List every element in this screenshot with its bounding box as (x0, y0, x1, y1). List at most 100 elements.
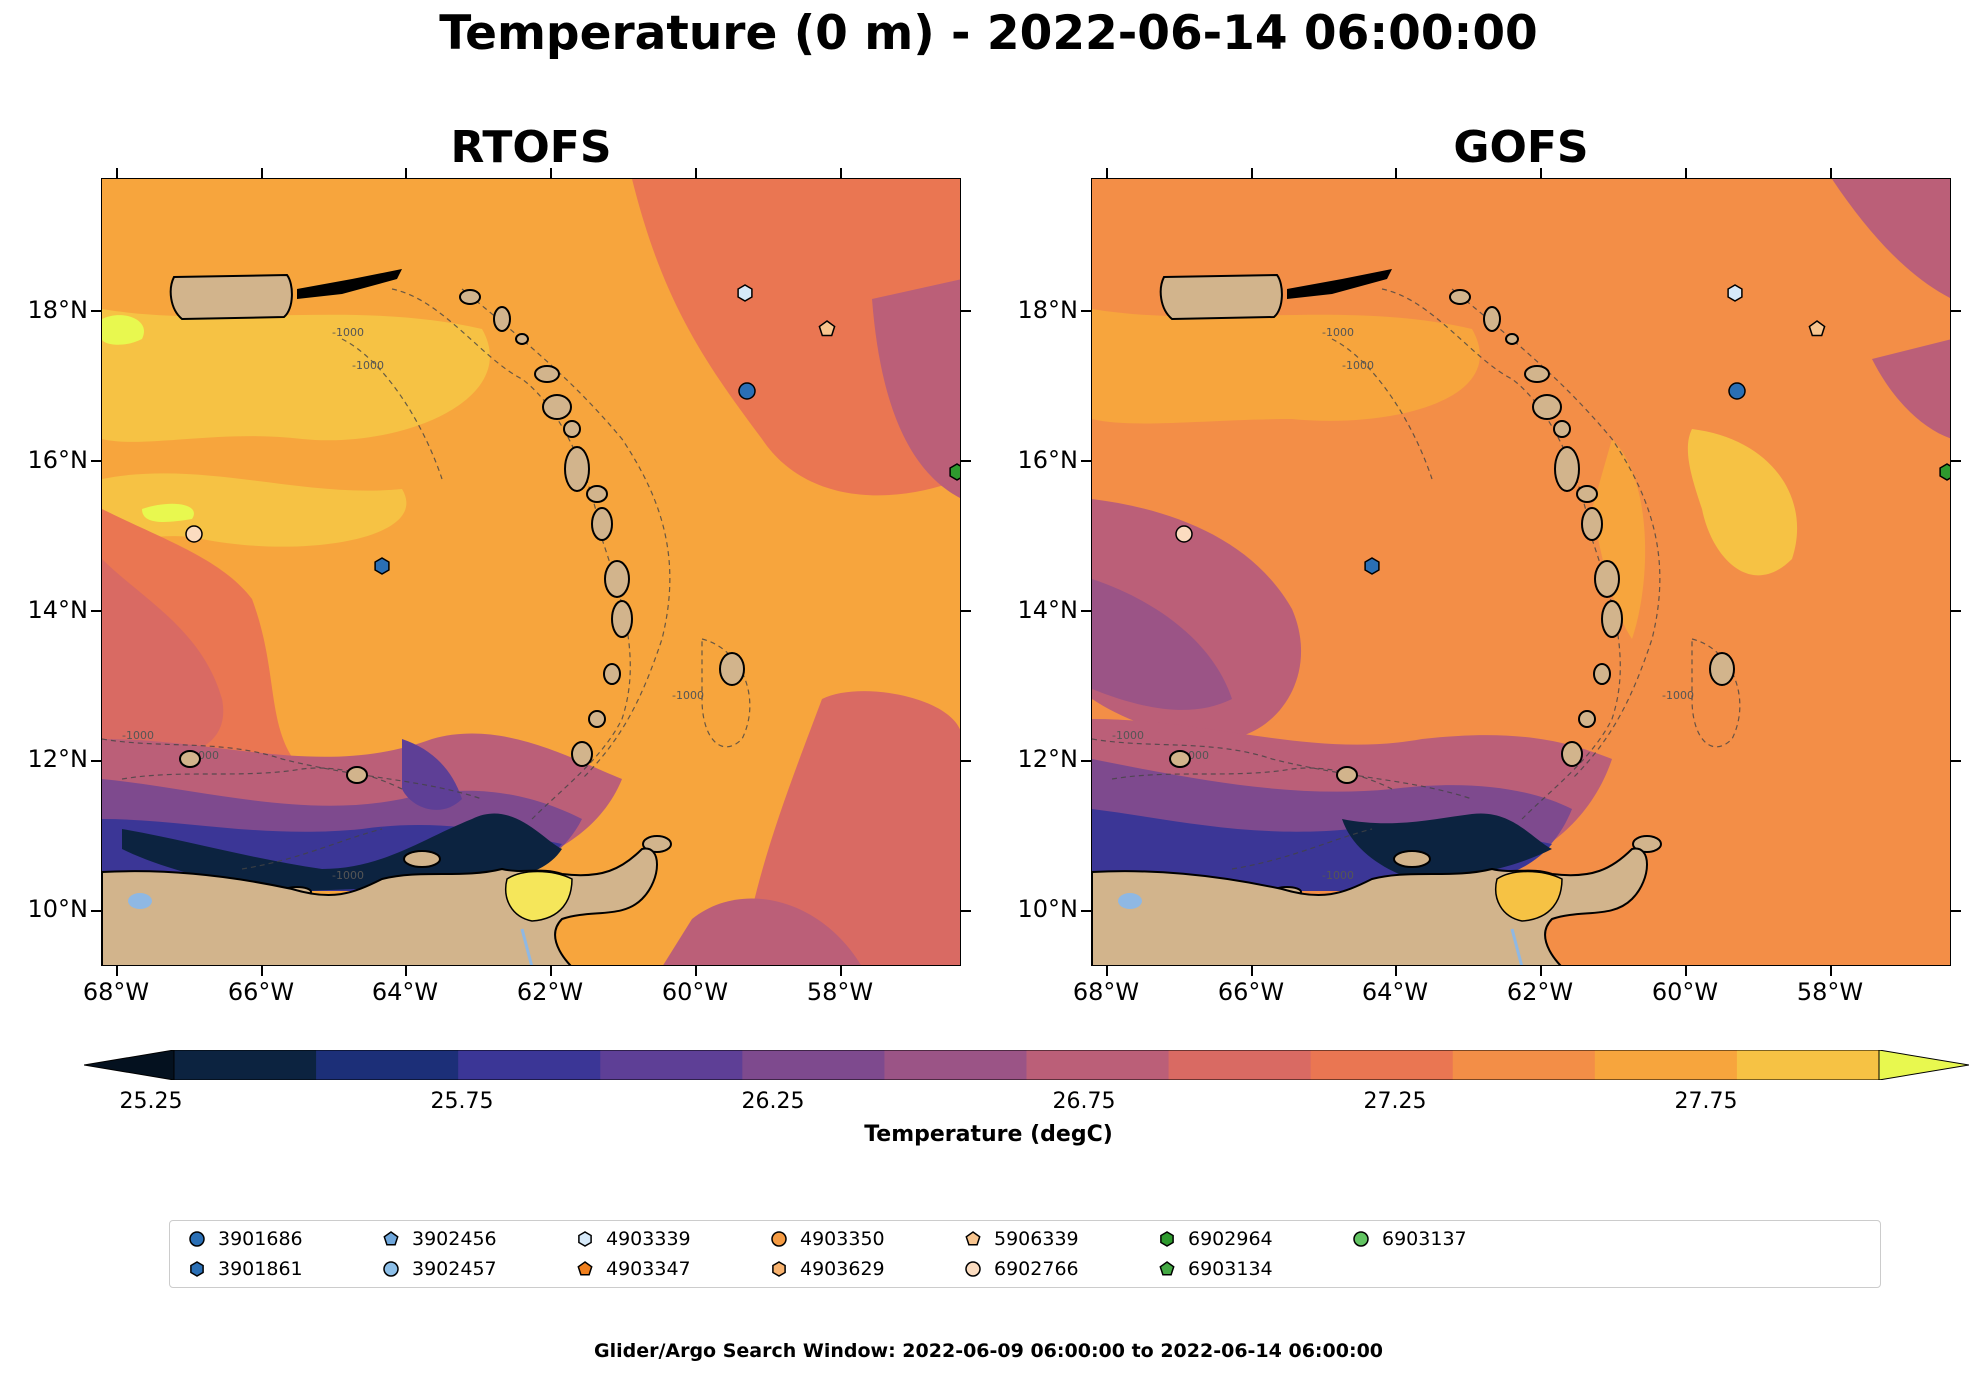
lon-tick (261, 168, 263, 178)
legend-item: 3902457 (380, 1256, 497, 1282)
colorbar-extend-high (1878, 1049, 1970, 1081)
puerto-rico-landmass (169, 273, 293, 321)
temperature-contour (1872, 339, 1950, 439)
lon-tick (261, 966, 263, 976)
lon-tick (840, 966, 842, 976)
island (604, 560, 630, 598)
lon-tick (1106, 168, 1108, 178)
lon-tick (695, 168, 697, 178)
contour-label: -1000 (332, 869, 364, 882)
legend-item: 4903347 (574, 1256, 691, 1282)
legend-label: 3902457 (412, 1258, 497, 1280)
bathymetry-contour (1691, 638, 1741, 748)
lat-tick (1951, 760, 1961, 762)
lon-label: 58°W (1796, 978, 1864, 1006)
island (1336, 766, 1358, 784)
lat-tick (1951, 460, 1961, 462)
river (520, 928, 534, 965)
lat-tick (1081, 310, 1091, 312)
lat-tick (961, 310, 971, 312)
lat-label: 16°N (27, 446, 89, 474)
island (1601, 600, 1623, 638)
island (564, 446, 590, 492)
legend-label: 6903137 (1382, 1228, 1467, 1250)
legend-label: 4903347 (606, 1258, 691, 1280)
temperature-contour (663, 898, 861, 965)
colorbar-segment (1594, 1050, 1738, 1080)
island (1632, 835, 1662, 853)
island (1483, 306, 1501, 332)
virgin-islands (297, 269, 402, 299)
lon-tick (116, 168, 118, 178)
island (603, 663, 621, 685)
float-4903339 (1727, 284, 1743, 302)
circle-marker-icon (1353, 1231, 1369, 1247)
temperature-contour (102, 309, 490, 442)
lon-tick (840, 168, 842, 178)
legend-item: 4903339 (574, 1226, 691, 1252)
lon-label: 64°W (371, 978, 439, 1006)
legend-item: 4903629 (768, 1256, 885, 1282)
colorbar-segment (1310, 1050, 1454, 1080)
bathymetry-contour (1111, 767, 1393, 790)
float-6902964 (1939, 463, 1950, 481)
lat-tick (91, 610, 101, 612)
legend-item: 5906339 (962, 1226, 1079, 1252)
lon-tick (550, 168, 552, 178)
island (588, 710, 606, 728)
lake (1118, 893, 1142, 909)
virgin-islands (1287, 269, 1392, 299)
lon-tick (1251, 966, 1253, 976)
lat-label: 16°N (1017, 446, 1079, 474)
lat-tick (1951, 310, 1961, 312)
lon-label: 68°W (1072, 978, 1140, 1006)
temperature-contour (402, 739, 462, 810)
float-3901861 (374, 557, 390, 575)
legend-item: 6902964 (1156, 1226, 1273, 1252)
island (542, 394, 572, 420)
island (403, 850, 441, 868)
float-3901686 (1728, 382, 1746, 400)
island (534, 365, 560, 383)
lon-tick (405, 168, 407, 178)
map-rtofs[interactable]: -1000 -1000 -1000 -1000 -1000 -1000 (101, 178, 961, 966)
bathymetry-contour (121, 767, 403, 790)
island (1581, 507, 1603, 541)
island (1576, 485, 1598, 503)
float-6902964 (949, 463, 960, 481)
colorbar-label: Temperature (degC) (864, 1122, 1113, 1147)
float-6902766 (185, 525, 203, 543)
float-6902766 (1175, 525, 1193, 543)
lat-tick (91, 310, 101, 312)
lat-tick (1081, 760, 1091, 762)
lon-tick (1395, 966, 1397, 976)
float-3901861 (1364, 557, 1380, 575)
lat-tick (91, 910, 101, 912)
float-4903339 (737, 284, 753, 302)
colorbar-tick-label: 27.25 (1363, 1089, 1427, 1114)
lat-label: 12°N (27, 745, 89, 773)
colorbar-tick-label: 27.75 (1674, 1089, 1738, 1114)
circle-marker-icon (383, 1261, 399, 1277)
legend-label: 6903134 (1188, 1258, 1273, 1280)
temperature-contour (742, 691, 960, 965)
map-gofs[interactable]: -1000 -1000 -1000 -1000 -1000 -1000 (1091, 178, 1951, 966)
contour-label: -1000 (1322, 326, 1354, 339)
lon-tick (1685, 168, 1687, 178)
legend-item: 3902456 (380, 1226, 497, 1252)
pentagon-marker-icon (383, 1231, 399, 1246)
lon-tick (695, 966, 697, 976)
island (1505, 333, 1519, 345)
contour-label: -1000 (1662, 689, 1694, 702)
lon-label: 58°W (806, 978, 874, 1006)
contour-label: -1000 (122, 729, 154, 742)
island (1594, 560, 1620, 598)
search-window-footer: Glider/Argo Search Window: 2022-06-09 06… (593, 1340, 1384, 1362)
temperature-contour (122, 813, 562, 891)
island (1561, 741, 1583, 767)
legend-label: 4903629 (800, 1258, 885, 1280)
legend-label: 3901686 (218, 1228, 303, 1250)
contour-label: -1000 (672, 689, 704, 702)
colorbar-segment (1452, 1050, 1596, 1080)
bathymetry-contour (241, 828, 383, 870)
